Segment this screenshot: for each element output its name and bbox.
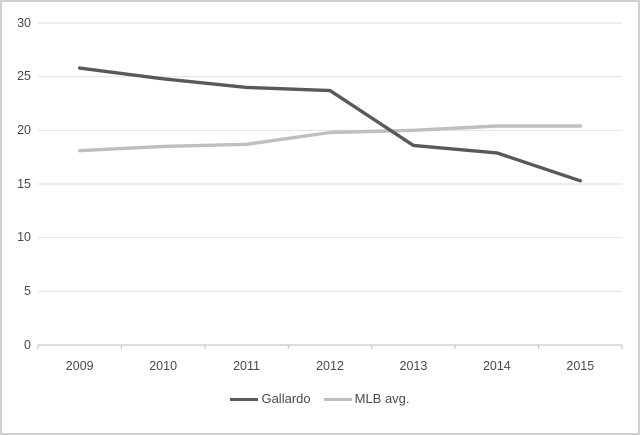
legend-item-mlb-avg: MLB avg. (323, 391, 410, 407)
y-tick-label: 10 (17, 230, 31, 245)
legend: Gallardo MLB avg. (2, 391, 638, 407)
legend-item-gallardo: Gallardo (230, 391, 311, 407)
x-tick-label: 2014 (482, 359, 511, 373)
y-tick-label: 15 (17, 176, 31, 191)
legend-label-gallardo: Gallardo (261, 391, 311, 406)
y-tick-label: 0 (24, 337, 31, 352)
y-tick-label: 5 (24, 283, 31, 298)
x-tick-label: 2015 (566, 359, 595, 373)
x-tick-label: 2013 (399, 359, 428, 373)
x-tick-label: 2009 (65, 359, 94, 373)
y-tick-label: 20 (17, 122, 31, 137)
x-tick-label: 2011 (233, 359, 260, 373)
gallardo-line-swatch (230, 397, 259, 401)
series-line-mlb-avg (77, 124, 582, 153)
mlb-avg-line-swatch (323, 397, 352, 401)
series-line-gallardo (77, 66, 582, 183)
x-tick-label: 2012 (316, 359, 344, 373)
x-tick-label: 2010 (149, 359, 178, 373)
y-tick-label: 25 (17, 69, 31, 84)
legend-label-mlb-avg: MLB avg. (354, 391, 410, 406)
y-tick-label: 30 (17, 15, 31, 30)
